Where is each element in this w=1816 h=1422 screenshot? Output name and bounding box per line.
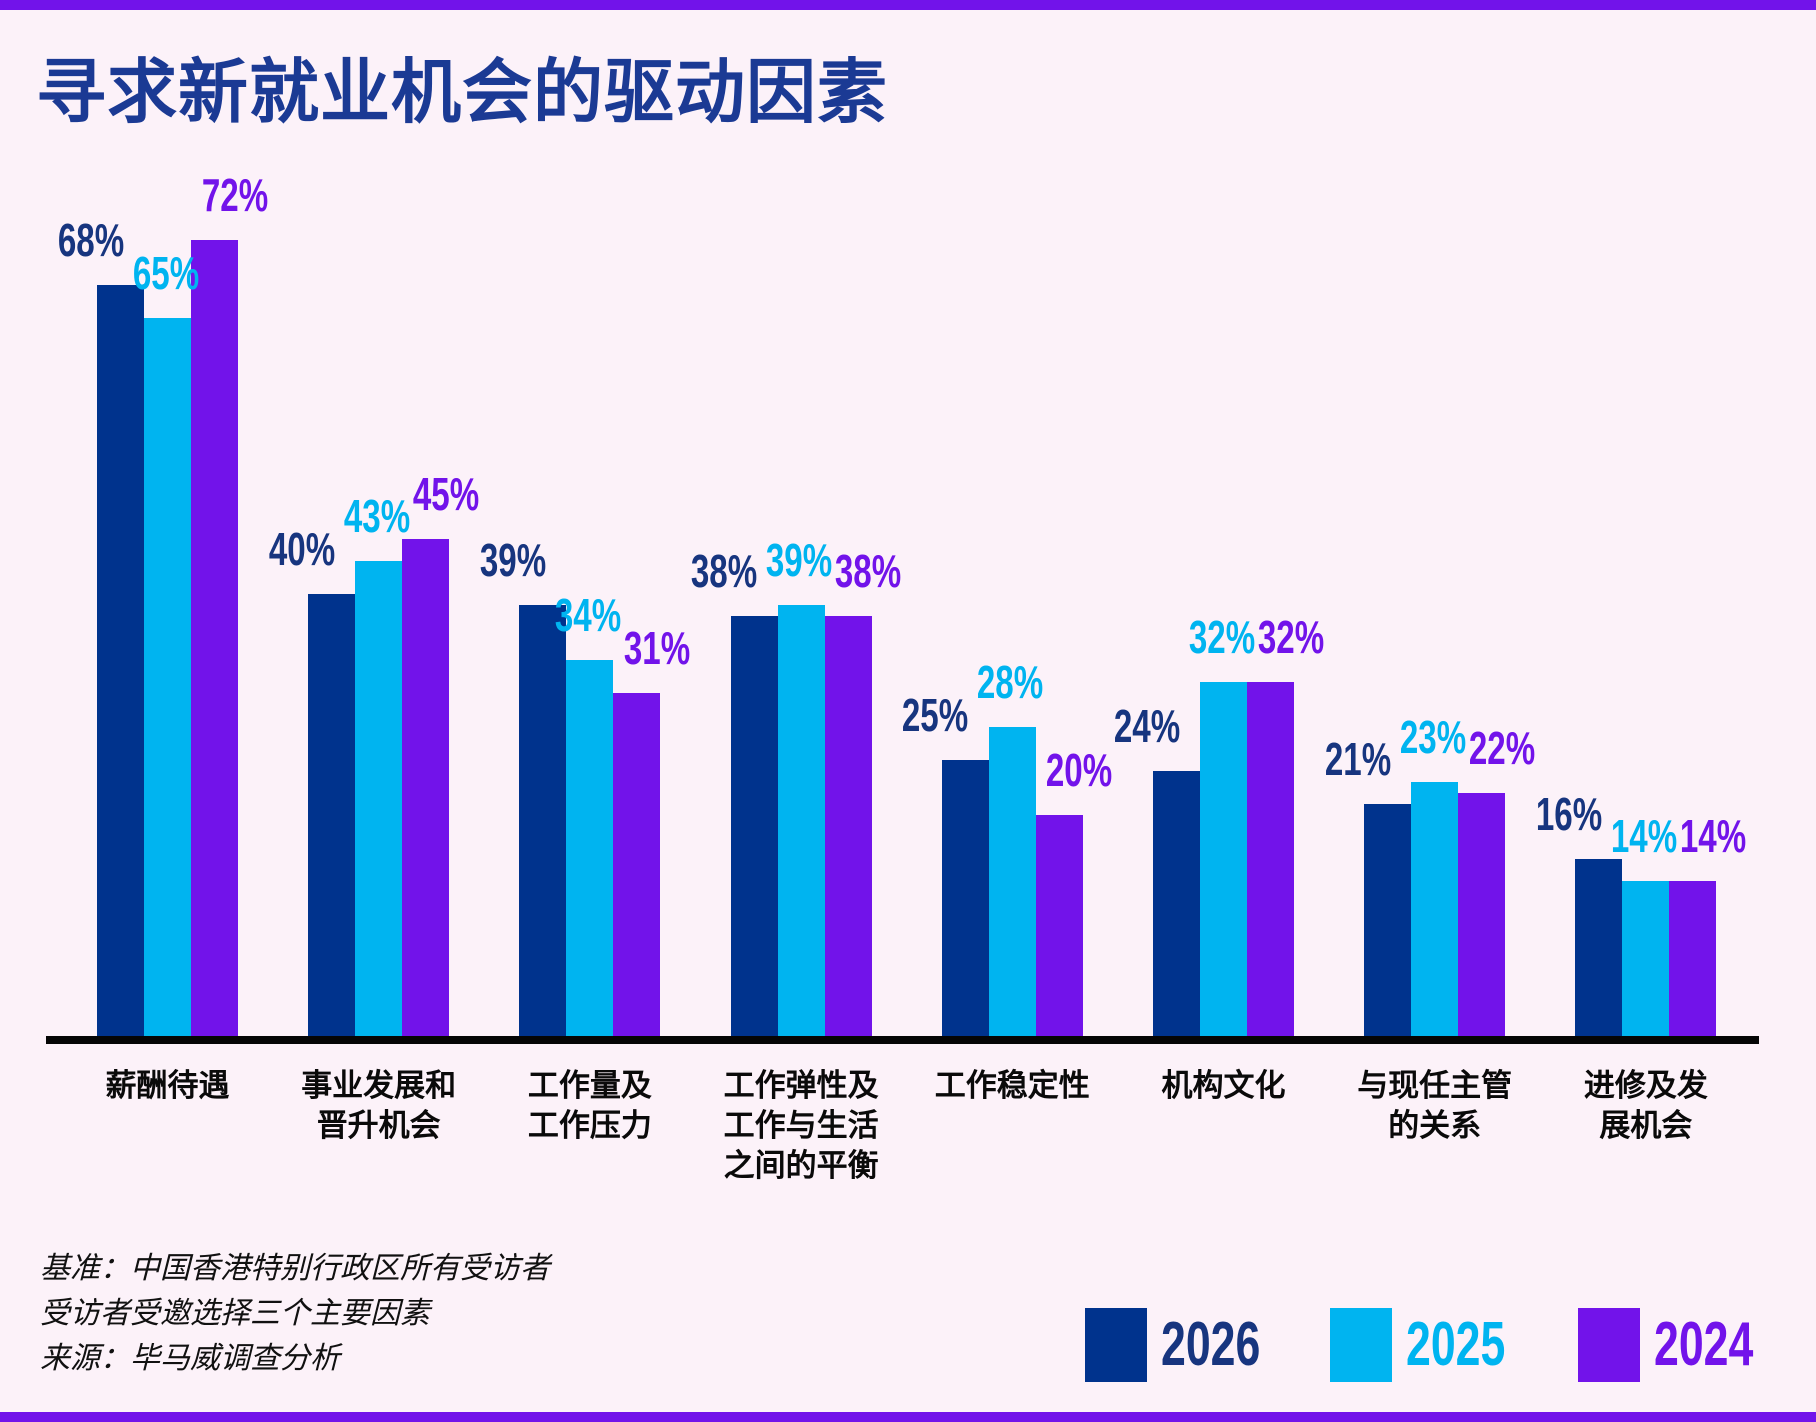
- legend-label-2024: 2024: [1654, 1310, 1754, 1379]
- bar-2026: [1153, 770, 1200, 1036]
- x-axis-baseline: [46, 1036, 1759, 1044]
- bottom-accent-strip: [0, 1412, 1816, 1422]
- bar-2024: [1035, 815, 1083, 1036]
- value-label-2025: 23%: [1399, 710, 1466, 763]
- bar-2026: [730, 616, 778, 1036]
- bar-2024: [191, 240, 238, 1036]
- value-label-2025: 32%: [1188, 611, 1255, 664]
- bar-2025: [355, 560, 403, 1036]
- bar-2024: [613, 693, 661, 1036]
- value-label-2026: 16%: [1535, 788, 1603, 841]
- legend-label-2026: 2026: [1161, 1310, 1261, 1379]
- bar-2025: [777, 605, 825, 1036]
- value-label-2024: 45%: [412, 467, 479, 520]
- bar-2025: [1411, 781, 1459, 1036]
- note-base: 基准：中国香港特别行政区所有受访者: [40, 1252, 550, 1285]
- bar-2025: [566, 660, 614, 1036]
- bar-2024: [1247, 682, 1294, 1036]
- bar-2024: [402, 538, 450, 1036]
- bar-2026: [97, 284, 144, 1036]
- value-label-2026: 40%: [268, 523, 335, 575]
- bar-2026: [1575, 859, 1623, 1036]
- value-label-2024: 22%: [1468, 721, 1535, 774]
- bar-2024: [824, 616, 872, 1036]
- bar-2026: [519, 605, 567, 1036]
- value-label-2026: 25%: [902, 688, 969, 741]
- value-label-2025: 43%: [343, 489, 410, 542]
- bar-2026: [1364, 803, 1412, 1036]
- category-label: 机构文化: [1161, 1068, 1286, 1103]
- value-label-2026: 68%: [57, 213, 124, 266]
- value-label-2024: 38%: [834, 545, 902, 598]
- bar-2025: [988, 726, 1036, 1036]
- value-label-2026: 24%: [1113, 699, 1180, 752]
- value-label-2025: 65%: [132, 246, 199, 299]
- category-label: 与现任主管 的关系: [1357, 1068, 1513, 1143]
- bar-2024: [1458, 792, 1506, 1036]
- category-label: 进修及发 展机会: [1583, 1068, 1708, 1143]
- legend-label-2025: 2025: [1406, 1310, 1506, 1379]
- value-label-2026: 39%: [479, 534, 547, 587]
- value-label-2026: 21%: [1324, 732, 1391, 785]
- footer-notes: 基准：中国香港特别行政区所有受访者 受访者受邀选择三个主要因素 来源：毕马威调查…: [40, 1246, 550, 1381]
- legend-swatch-2026: [1085, 1308, 1147, 1382]
- legend-swatch-2024: [1578, 1308, 1640, 1382]
- value-label-2024: 14%: [1679, 810, 1747, 863]
- value-label-2024: 31%: [623, 622, 691, 675]
- top-accent-strip: [0, 0, 1816, 10]
- bar-2025: [1200, 682, 1247, 1036]
- value-label-2026: 38%: [690, 545, 758, 598]
- value-label-2024: 72%: [201, 169, 268, 222]
- bar-2025: [1622, 881, 1670, 1036]
- bar-2024: [1669, 881, 1717, 1036]
- note-method: 受访者受邀选择三个主要因素: [40, 1297, 430, 1330]
- category-label: 薪酬待遇: [105, 1068, 230, 1103]
- category-label: 工作稳定性: [934, 1068, 1090, 1103]
- value-label-2025: 14%: [1610, 810, 1678, 863]
- bar-2026: [308, 594, 356, 1036]
- value-label-2025: 39%: [765, 534, 833, 587]
- value-label-2025: 34%: [554, 589, 622, 642]
- note-source: 来源：毕马威调查分析: [40, 1342, 340, 1375]
- bar-2025: [144, 317, 191, 1036]
- value-label-2024: 32%: [1257, 611, 1324, 664]
- category-label: 工作弹性及 工作与生活 之间的平衡: [723, 1068, 879, 1183]
- bar-2026: [941, 759, 989, 1036]
- value-label-2025: 28%: [977, 655, 1044, 708]
- chart-title: 寻求新就业机会的驱动因素: [36, 53, 888, 131]
- legend-swatch-2025: [1330, 1308, 1392, 1382]
- value-label-2024: 20%: [1046, 744, 1113, 796]
- category-label: 工作量及 工作压力: [527, 1068, 652, 1143]
- category-label: 事业发展和 晋升机会: [301, 1068, 457, 1143]
